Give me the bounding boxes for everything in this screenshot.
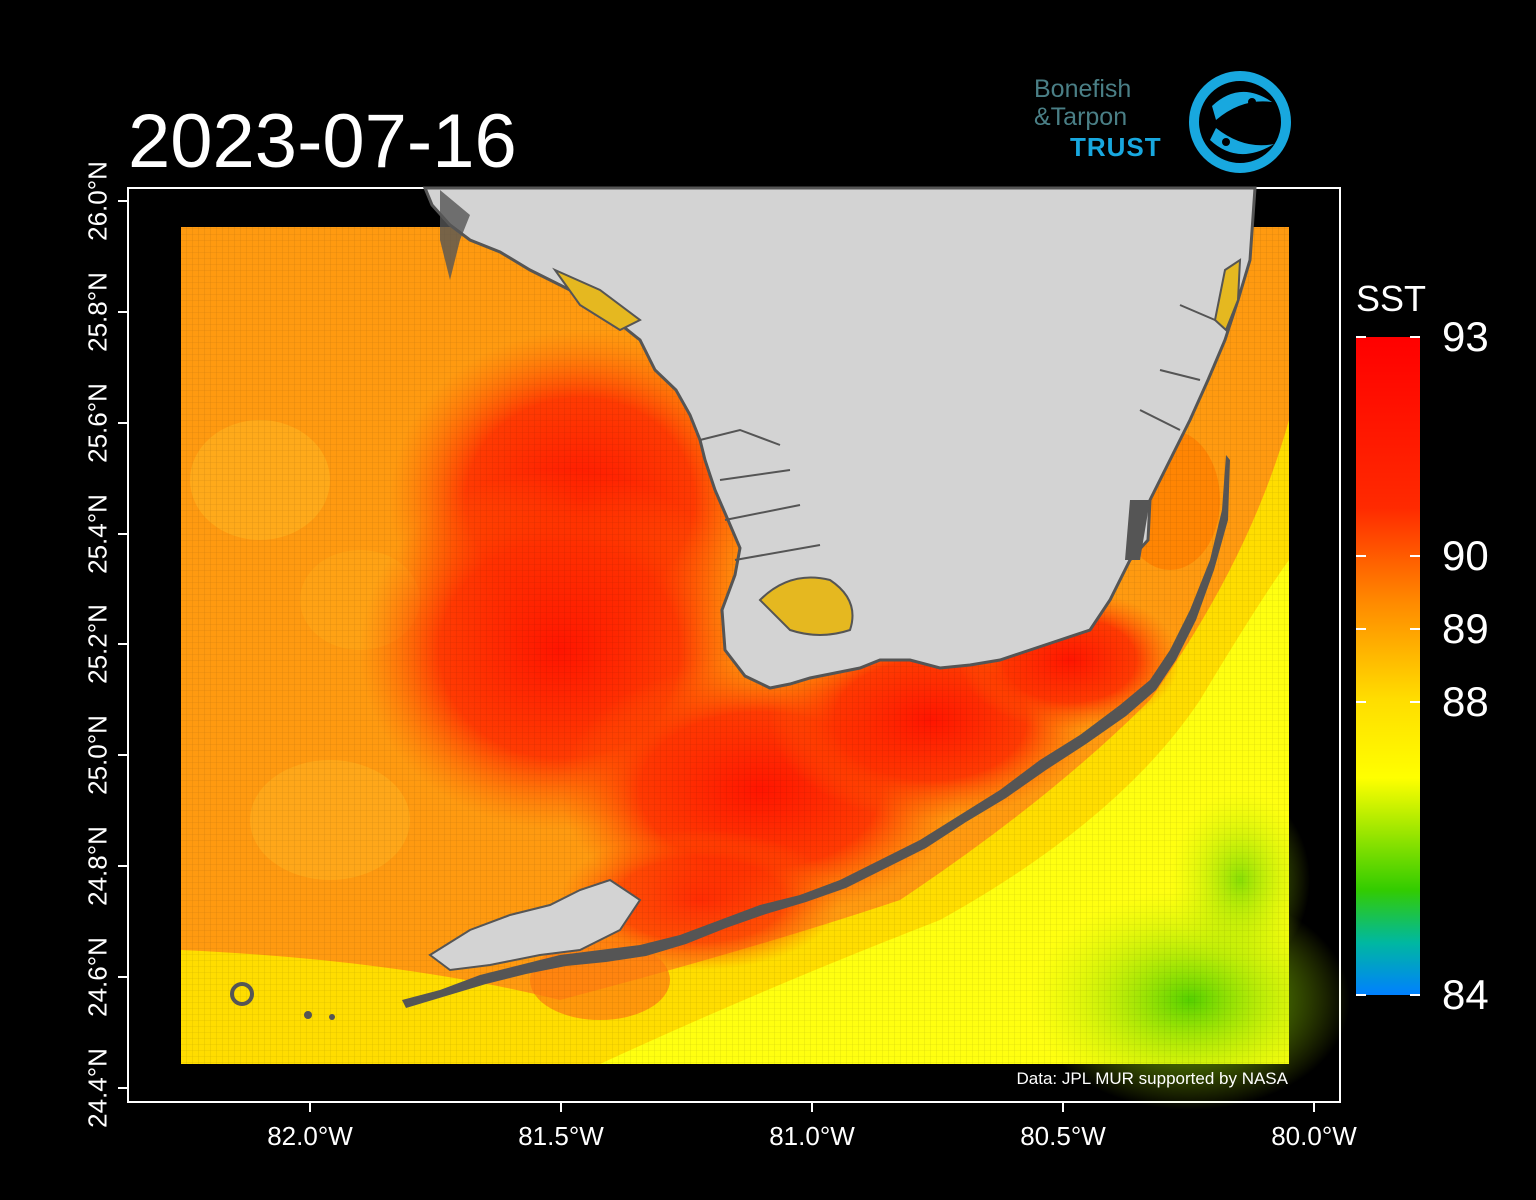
y-axis xyxy=(118,200,128,1089)
x-tick-label: 80.5°W xyxy=(1020,1121,1106,1151)
logo-text-bonefish: Bonefish xyxy=(1034,75,1132,103)
bonefish-tarpon-trust-logo: Bonefish &Tarpon TRUST xyxy=(1030,62,1291,182)
fish-emblem-icon xyxy=(1189,71,1291,173)
x-tick-label: 81.0°W xyxy=(769,1121,855,1151)
y-tick-label: 25.0°N xyxy=(82,715,113,795)
sst-colorbar xyxy=(1356,337,1420,995)
coastal-detail xyxy=(440,190,1242,636)
x-tick-label: 80.0°W xyxy=(1271,1121,1357,1151)
legend-label: 84 xyxy=(1442,971,1489,1018)
legend-label: 89 xyxy=(1442,605,1489,652)
y-tick-label: 25.8°N xyxy=(82,272,113,352)
legend-label: 93 xyxy=(1442,313,1489,360)
x-tick-label: 82.0°W xyxy=(267,1121,353,1151)
y-tick-label: 25.4°N xyxy=(82,494,113,574)
y-tick-label: 25.2°N xyxy=(82,604,113,684)
logo-text-trust: TRUST xyxy=(1070,132,1162,162)
legend-label: 90 xyxy=(1442,532,1489,579)
x-axis xyxy=(309,1102,1315,1112)
y-tick-label: 24.8°N xyxy=(82,826,113,906)
logo-text-tarpon: &Tarpon xyxy=(1034,103,1128,131)
colorbar-ticks xyxy=(1356,336,1420,996)
legend-label: 88 xyxy=(1442,678,1489,725)
x-tick-label: 81.5°W xyxy=(518,1121,604,1151)
legend-title: SST xyxy=(1356,278,1427,319)
y-tick-label: 24.4°N xyxy=(82,1048,113,1128)
map-title: 2023-07-16 xyxy=(128,99,517,184)
y-tick-label: 24.6°N xyxy=(82,937,113,1017)
florida-keys xyxy=(230,455,1230,1020)
y-tick-label: 26.0°N xyxy=(82,161,113,241)
data-credit: Data: JPL MUR supported by NASA xyxy=(1016,1069,1289,1088)
y-tick-label: 25.6°N xyxy=(82,383,113,463)
